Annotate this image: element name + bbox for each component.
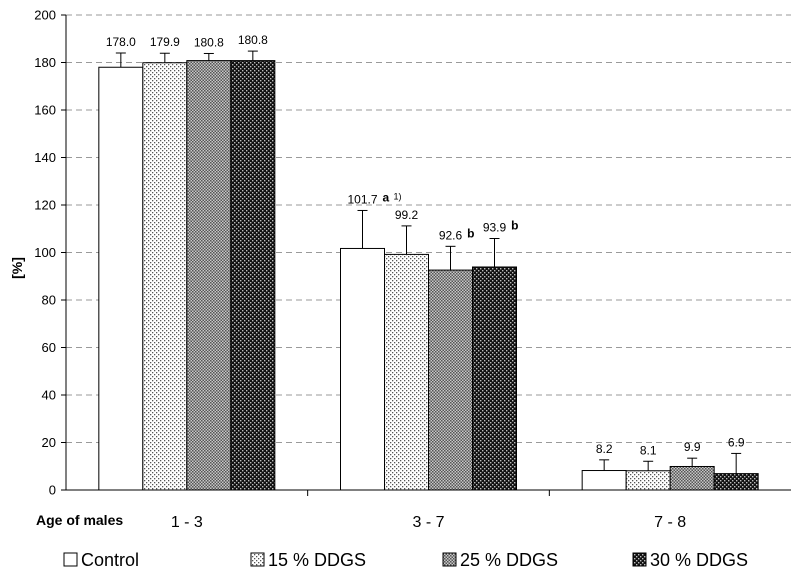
y-tick-label: 200 — [34, 8, 56, 23]
y-tick-label: 180 — [34, 55, 56, 70]
legend-swatch — [632, 552, 647, 567]
bar — [230, 60, 276, 491]
data-label: 6.9 — [728, 435, 745, 449]
bar — [713, 473, 759, 491]
bar — [384, 253, 429, 491]
bar — [98, 66, 144, 491]
data-label: 8.1 — [640, 443, 657, 457]
data-label: 179.9 — [150, 35, 180, 49]
y-tick-label: 60 — [42, 340, 56, 355]
legend-label: 30 % DDGS — [650, 550, 748, 570]
y-tick-label: 120 — [34, 198, 56, 213]
bar — [472, 266, 517, 491]
significance-label: a — [383, 190, 390, 204]
data-label: 9.9 — [684, 440, 701, 454]
x-tick-label: 7 - 8 — [654, 514, 686, 531]
y-tick-label: 40 — [42, 388, 56, 403]
bar — [428, 269, 473, 491]
data-label: 180.8 — [194, 35, 224, 49]
y-tick-label: 160 — [34, 103, 56, 118]
legend-swatch — [63, 552, 78, 567]
y-axis-label: [%] — [9, 257, 25, 279]
legend: Control 15 % DDGS 25 % DDGS 30 % DDGS — [63, 550, 748, 570]
x-axis-title: Age of males — [36, 512, 123, 528]
data-label: 178.0 — [106, 35, 136, 49]
data-labels: 178.0 179.9 180.8 180.8 101.7 a 1) 99.2 92.6 b 93.… — [106, 33, 745, 457]
legend-swatch — [442, 552, 457, 567]
legend-label: Control — [81, 550, 139, 570]
footnote-marker: 1) — [394, 191, 402, 201]
y-tick-label: 20 — [42, 435, 56, 450]
significance-label: b — [511, 218, 518, 232]
data-label: 92.6 — [439, 228, 463, 242]
legend-label: 15 % DDGS — [268, 550, 366, 570]
legend-swatch — [250, 552, 265, 567]
bar — [581, 470, 627, 491]
bar — [625, 470, 671, 491]
legend-label: 25 % DDGS — [460, 550, 558, 570]
significance-label: b — [467, 226, 474, 240]
bar — [340, 247, 385, 491]
data-label: 8.2 — [596, 442, 613, 456]
data-label: 101.7 — [347, 192, 377, 206]
y-tick-label: 100 — [34, 245, 56, 260]
y-tick-label: 80 — [42, 293, 56, 308]
bars — [98, 50, 759, 491]
bar — [669, 465, 715, 491]
x-tick-label: 3 - 7 — [412, 514, 444, 531]
bar — [186, 60, 232, 491]
bar — [142, 62, 188, 491]
y-tick-label: 140 — [34, 150, 56, 165]
data-label: 93.9 — [483, 220, 507, 234]
x-tick-label: 1 - 3 — [171, 514, 203, 531]
data-label: 180.8 — [238, 33, 268, 47]
data-label: 99.2 — [395, 208, 419, 222]
y-tick-label: 0 — [49, 483, 56, 498]
axes: 0 20 40 60 80 100 120 140 160 180 200 1 - 3 3 - 7 7 -… — [34, 8, 791, 531]
